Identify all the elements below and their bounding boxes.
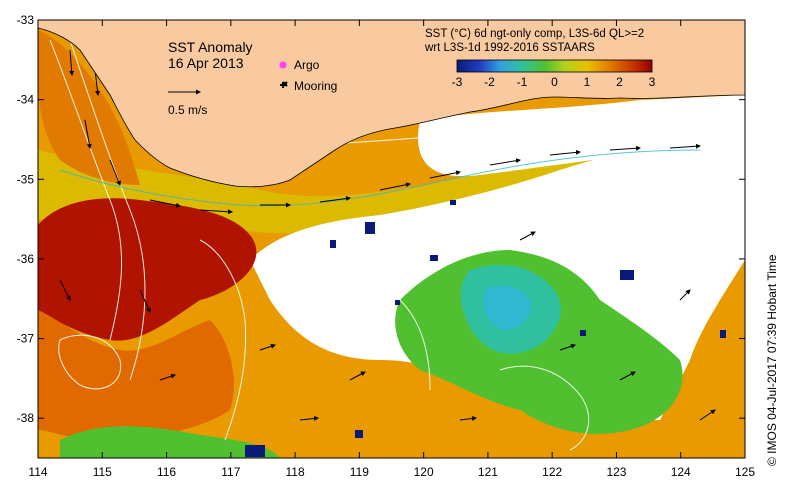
colorbar-title-line2: wrt L3S-1d 1992-2016 SSTAARS bbox=[424, 42, 595, 54]
argo-marker-icon bbox=[279, 61, 287, 69]
cloud-mask-north bbox=[418, 95, 745, 177]
y-tick-label: -33 bbox=[17, 13, 35, 27]
colorbar-tick-label: 0 bbox=[551, 75, 558, 89]
map-title: SST Anomaly bbox=[168, 39, 253, 55]
sst-hot-eddy bbox=[38, 198, 257, 341]
sst-warm-north bbox=[38, 30, 140, 185]
x-tick-label: 125 bbox=[735, 465, 755, 479]
colorbar-tick-label: 2 bbox=[616, 75, 623, 89]
colorbar-tick-label: -2 bbox=[484, 75, 495, 89]
sst-field bbox=[38, 20, 745, 458]
x-tick-label: 123 bbox=[606, 465, 626, 479]
x-tick-label: 120 bbox=[414, 465, 434, 479]
x-tick-label: 115 bbox=[93, 465, 112, 479]
x-tick-label: 124 bbox=[671, 465, 691, 479]
x-tick-label: 117 bbox=[221, 465, 240, 479]
sst-warm-left bbox=[38, 310, 234, 440]
mooring-marker-icon bbox=[280, 81, 288, 88]
colorbar-tick-label: 1 bbox=[584, 75, 591, 89]
velocity-scale-label: 0.5 m/s bbox=[168, 103, 207, 117]
x-tick-label: 121 bbox=[478, 465, 498, 479]
navy-specks bbox=[245, 200, 726, 457]
argo-label: Argo bbox=[294, 58, 320, 72]
colorbar bbox=[456, 59, 653, 73]
x-tick-label: 116 bbox=[157, 465, 176, 479]
sst-green-south bbox=[60, 426, 280, 458]
y-tick-label: -34 bbox=[17, 93, 35, 107]
mooring-label: Mooring bbox=[294, 79, 337, 93]
y-axis: -33-34-35-36-37-38 bbox=[17, 13, 745, 425]
x-axis: 114 115 116 117 118 119 120 121 122 123 124 125 bbox=[28, 20, 755, 479]
colorbar-tick-label: -1 bbox=[517, 75, 528, 89]
colorbar-title-line1: SST (°C) 6d ngt-only comp, L3S-6d QL>=2 bbox=[425, 28, 644, 40]
velocity-arrows bbox=[59, 49, 716, 421]
map-date: 16 Apr 2013 bbox=[168, 55, 244, 71]
colorbar-tick-label: 3 bbox=[649, 75, 656, 89]
imos-credit: © IMOS 04-Jul-2017 07:39 Hobart Time bbox=[765, 254, 779, 466]
x-tick-label: 119 bbox=[350, 465, 369, 479]
x-tick-label: 118 bbox=[286, 465, 305, 479]
y-tick-label: -36 bbox=[17, 252, 35, 266]
colorbar-tick-label: -3 bbox=[452, 75, 463, 89]
sst-cyan-core bbox=[483, 285, 531, 330]
y-tick-label: -37 bbox=[17, 332, 35, 346]
y-tick-label: -38 bbox=[17, 411, 35, 425]
current-line bbox=[59, 149, 701, 207]
colorbar-ticks: -3 -2 -1 0 1 2 3 bbox=[452, 75, 656, 89]
x-tick-label: 114 bbox=[28, 465, 47, 479]
y-tick-label: -35 bbox=[17, 172, 35, 186]
x-tick-label: 122 bbox=[542, 465, 562, 479]
plot-border bbox=[37, 19, 746, 459]
sst-yellow-band bbox=[38, 130, 745, 234]
